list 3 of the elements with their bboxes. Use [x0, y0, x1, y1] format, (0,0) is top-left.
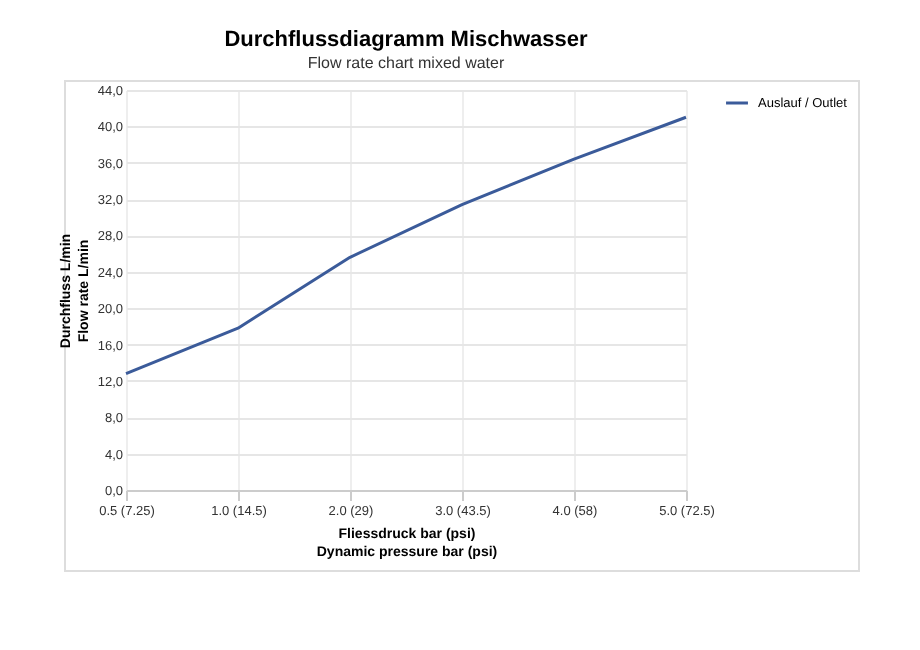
chart-title: Durchflussdiagramm Mischwasser: [224, 28, 589, 52]
line-series: [124, 115, 688, 376]
chart-subtitle: Flow rate chart mixed water: [307, 54, 505, 72]
